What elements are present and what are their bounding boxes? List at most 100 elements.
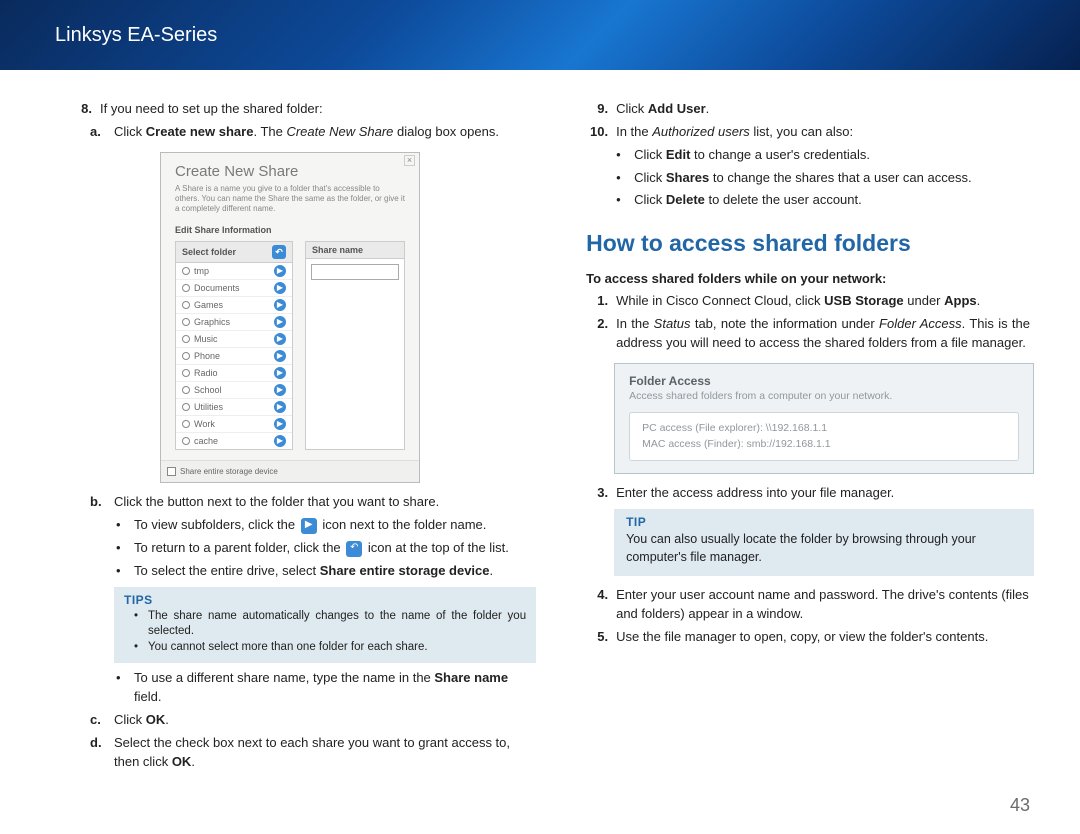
folder-row: Documents▶	[176, 280, 292, 297]
step-text: In the Status tab, note the information …	[616, 315, 1030, 353]
step-text: Click the button next to the folder that…	[114, 493, 439, 512]
step-letter: b.	[90, 493, 108, 512]
close-icon: ×	[404, 155, 415, 166]
share-name-header: Share name	[306, 242, 404, 259]
step-8a: a. Click Create new share. The Create Ne…	[70, 123, 536, 142]
step-letter: d.	[90, 734, 108, 753]
bullet-icon	[616, 169, 628, 188]
bullet-icon	[116, 562, 128, 581]
bullet-icon	[616, 191, 628, 210]
step-10-bullet: Click Delete to delete the user account.	[586, 191, 1030, 210]
folder-access-screenshot: Folder Access Access shared folders from…	[614, 363, 1034, 475]
subfolder-arrow-icon: ▶	[301, 518, 317, 534]
fa-inner: PC access (File explorer): \\192.168.1.1…	[629, 412, 1019, 462]
step-8b: b. Click the button next to the folder t…	[70, 493, 536, 512]
folder-row: Radio▶	[176, 365, 292, 382]
bullet-icon	[134, 609, 148, 640]
bullet-icon	[116, 516, 128, 535]
tips-box: TIPS The share name automatically change…	[114, 587, 536, 664]
step-text: To return to a parent folder, click the …	[134, 539, 509, 558]
step-text: Use the file manager to open, copy, or v…	[616, 628, 988, 647]
bullet-icon	[134, 640, 148, 656]
section-heading: How to access shared folders	[586, 230, 1030, 257]
tip-body: You can also usually locate the folder b…	[626, 531, 1022, 566]
section-lead: To access shared folders while on your n…	[586, 271, 1030, 286]
step-num: 8.	[70, 100, 92, 119]
step-text: Click Create new share. The Create New S…	[114, 123, 499, 142]
step-text: While in Cisco Connect Cloud, click USB …	[616, 292, 980, 311]
step-letter: c.	[90, 711, 108, 730]
subfolder-icon: ▶	[274, 350, 286, 362]
subfolder-icon: ▶	[274, 435, 286, 447]
folder-row: tmp▶	[176, 263, 292, 280]
subfolder-icon: ▶	[274, 384, 286, 396]
checkbox-icon	[167, 467, 176, 476]
step-8b-bullet-3: To select the entire drive, select Share…	[70, 562, 536, 581]
access-step-4: 4. Enter your user account name and pass…	[586, 586, 1030, 624]
step-text: Enter your user account name and passwor…	[616, 586, 1030, 624]
share-name-box: Share name	[305, 241, 405, 450]
content-columns: 8. If you need to set up the shared fold…	[0, 70, 1080, 775]
subfolder-icon: ▶	[274, 282, 286, 294]
step-8c: c. Click OK.	[70, 711, 536, 730]
subfolder-icon: ▶	[274, 265, 286, 277]
step-10: 10. In the Authorized users list, you ca…	[586, 123, 1030, 142]
bullet-icon	[116, 669, 128, 688]
access-step-2: 2. In the Status tab, note the informati…	[586, 315, 1030, 353]
subfolder-icon: ▶	[274, 418, 286, 430]
dialog-desc: A Share is a name you give to a folder t…	[175, 184, 405, 215]
left-column: 8. If you need to set up the shared fold…	[70, 100, 536, 775]
step-text: Enter the access address into your file …	[616, 484, 894, 503]
step-8: 8. If you need to set up the shared fold…	[70, 100, 536, 119]
dialog-edit-label: Edit Share Information	[175, 225, 405, 235]
create-new-share-dialog: × Create New Share A Share is a name you…	[160, 152, 420, 484]
step-text: Click Add User.	[616, 100, 709, 119]
folder-row: Work▶	[176, 416, 292, 433]
step-num: 9.	[586, 100, 608, 119]
folder-table-header: Select folder ↶	[176, 242, 292, 263]
step-num: 1.	[586, 292, 608, 311]
step-text: If you need to set up the shared folder:	[100, 100, 323, 119]
manual-page: Linksys EA-Series 8. If you need to set …	[0, 0, 1080, 834]
step-letter: a.	[90, 123, 108, 142]
page-number: 43	[1010, 795, 1030, 816]
page-header: Linksys EA-Series	[0, 0, 1080, 70]
step-text: Click OK.	[114, 711, 169, 730]
step-8b-bullet-1: To view subfolders, click the ▶ icon nex…	[70, 516, 536, 535]
step-text: In the Authorized users list, you can al…	[616, 123, 853, 142]
subfolder-icon: ▶	[274, 367, 286, 379]
folder-table: Select folder ↶ tmp▶Documents▶Games▶Grap…	[175, 241, 293, 450]
step-text: To view subfolders, click the ▶ icon nex…	[134, 516, 486, 535]
subfolder-icon: ▶	[274, 316, 286, 328]
header-title: Linksys EA-Series	[55, 24, 217, 47]
fa-mac-line: MAC access (Finder): smb://192.168.1.1	[642, 437, 1006, 453]
step-text: To use a different share name, type the …	[134, 669, 536, 707]
step-9: 9. Click Add User.	[586, 100, 1030, 119]
bullet-icon	[616, 146, 628, 165]
folder-row: Phone▶	[176, 348, 292, 365]
access-step-5: 5. Use the file manager to open, copy, o…	[586, 628, 1030, 647]
parent-folder-icon: ↶	[272, 245, 286, 259]
dialog-title: Create New Share	[175, 163, 405, 180]
step-8b-bullet-2: To return to a parent folder, click the …	[70, 539, 536, 558]
tip-box: TIP You can also usually locate the fold…	[614, 509, 1034, 576]
step-10-bullet: Click Shares to change the shares that a…	[586, 169, 1030, 188]
step-text: Select the check box next to each share …	[114, 734, 536, 772]
step-10-bullet: Click Edit to change a user's credential…	[586, 146, 1030, 165]
step-text: To select the entire drive, select Share…	[134, 562, 493, 581]
fa-pc-line: PC access (File explorer): \\192.168.1.1	[642, 421, 1006, 437]
fa-title: Folder Access	[629, 374, 1019, 388]
parent-arrow-icon: ↶	[346, 541, 362, 557]
tip-item: The share name automatically changes to …	[124, 609, 526, 640]
access-step-3: 3. Enter the access address into your fi…	[586, 484, 1030, 503]
tip-title: TIP	[626, 515, 1022, 529]
step-text: Click Shares to change the shares that a…	[634, 169, 971, 188]
folder-row: Music▶	[176, 331, 292, 348]
subfolder-icon: ▶	[274, 401, 286, 413]
folder-row: Utilities▶	[176, 399, 292, 416]
share-name-input	[311, 264, 399, 280]
folder-row: Games▶	[176, 297, 292, 314]
step-num: 4.	[586, 586, 608, 605]
step-num: 2.	[586, 315, 608, 334]
tips-title: TIPS	[124, 593, 526, 607]
